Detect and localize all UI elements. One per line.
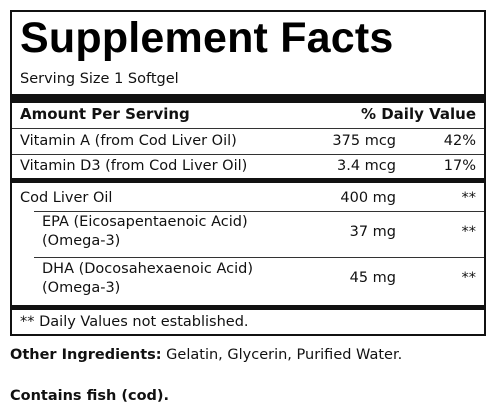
nutrient-name-vitamin-a: Vitamin A (from Cod Liver Oil) — [20, 133, 237, 149]
nutrient-amount-epa: 37 mg — [349, 224, 396, 240]
nutrient-name-dha: DHA (Docosahexaenoic Acid) — [42, 261, 254, 277]
nutrient-dv-dha: ** — [461, 270, 477, 286]
nutrient-dv-vitamin-a: 42% — [443, 133, 476, 149]
panel-title: Supplement Facts — [20, 14, 394, 62]
daily-value-header: % Daily Value — [360, 105, 476, 123]
thick-divider-bottom — [12, 305, 484, 310]
thick-divider-top — [12, 94, 484, 103]
row-divider — [34, 257, 484, 258]
thick-divider-middle — [12, 178, 484, 183]
serving-size: Serving Size 1 Softgel — [20, 71, 179, 87]
amount-per-serving-header: Amount Per Serving — [20, 105, 190, 123]
other-ingredients-label: Other Ingredients: — [10, 347, 162, 363]
nutrient-amount-vitamin-d3: 3.4 mcg — [337, 158, 396, 174]
nutrient-name-cod-liver-oil: Cod Liver Oil — [20, 190, 113, 206]
row-divider — [12, 154, 484, 155]
nutrient-dv-epa: ** — [461, 224, 477, 240]
other-ingredients: Other Ingredients: Gelatin, Glycerin, Pu… — [10, 347, 402, 363]
nutrient-name-epa-line2: (Omega-3) — [42, 233, 121, 249]
nutrient-name-vitamin-d3: Vitamin D3 (from Cod Liver Oil) — [20, 158, 248, 174]
nutrient-name-dha-line2: (Omega-3) — [42, 280, 121, 296]
row-divider — [12, 128, 484, 129]
nutrient-dv-vitamin-d3: 17% — [443, 158, 476, 174]
nutrient-dv-cod-liver-oil: ** — [461, 190, 477, 206]
nutrient-amount-dha: 45 mg — [349, 270, 396, 286]
supplement-facts-panel: Supplement Facts Serving Size 1 Softgel … — [10, 10, 486, 336]
footnote: ** Daily Values not established. — [20, 314, 249, 330]
allergen-statement: Contains fish (cod). — [10, 388, 170, 404]
nutrient-amount-vitamin-a: 375 mcg — [332, 133, 396, 149]
other-ingredients-text: Gelatin, Glycerin, Purified Water. — [161, 347, 403, 363]
nutrient-amount-cod-liver-oil: 400 mg — [340, 190, 396, 206]
row-divider — [34, 211, 484, 212]
nutrient-name-epa: EPA (Eicosapentaenoic Acid) — [42, 214, 248, 230]
